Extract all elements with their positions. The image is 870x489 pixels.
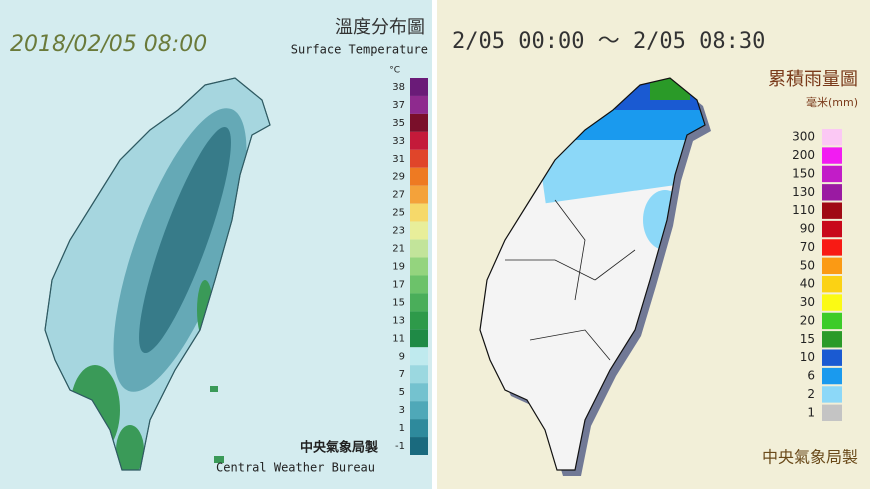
legend-swatch [822,202,842,219]
right-title: 累積雨量圖 [768,69,858,90]
legend-label: 1 [399,423,405,434]
right-datetime: 2/05 00:00 ～ 2/05 08:30 [452,29,765,54]
legend-label: 13 [392,315,405,326]
legend-swatch [410,347,428,366]
left-datetime: 2018/02/05 08:00 [10,32,207,57]
legend-swatch [822,294,842,311]
legend-swatch [822,129,842,146]
legend-label: 90 [800,222,815,236]
legend-swatch [822,367,842,385]
legend-label: 20 [800,313,815,327]
legend-swatch [822,312,842,330]
legend-swatch [410,311,428,330]
legend-label: 21 [392,244,405,255]
right-footer-zh: 中央氣象局製 [762,448,858,467]
legend-label: 5 [399,387,405,398]
legend-swatch [822,184,842,201]
legend-label: 2 [807,387,815,401]
legend-swatch [822,404,842,421]
legend-swatch [410,365,428,384]
legend-label: 31 [392,154,405,165]
legend-swatch [822,386,842,403]
legend-swatch [822,257,842,274]
legend-swatch [822,349,842,366]
legend-label: 200 [792,148,815,162]
legend-swatch [410,275,428,294]
legend-swatch [822,147,842,164]
legend-label: 9 [399,351,405,362]
legend-swatch [410,167,428,186]
legend-swatch [410,401,428,420]
legend-swatch [822,239,842,256]
legend-label: 150 [792,166,815,180]
right-unit: 毫米(mm) [806,95,858,109]
legend-label: 7 [399,369,405,380]
legend-label: 19 [392,262,405,273]
legend-label: 27 [392,190,405,201]
legend-label: -1 [395,441,405,452]
legend-label: 35 [392,118,405,129]
legend-label: 40 [800,277,815,291]
legend-label: 29 [392,172,405,183]
legend-swatch [410,257,428,276]
legend-label: 110 [792,203,815,217]
legend-swatch [822,276,842,293]
legend-label: 1 [807,405,815,419]
legend-label: 25 [392,208,405,219]
legend-label: 15 [800,332,815,346]
legend-swatch [410,383,428,402]
legend-swatch [410,419,428,438]
legend-swatch [822,165,842,183]
legend-swatch [410,221,428,240]
legend-swatch [410,95,428,114]
left-unit: °C [389,66,400,76]
left-footer-zh: 中央氣象局製 [300,440,378,456]
legend-swatch [822,220,842,238]
legend-swatch [822,331,842,348]
legend-swatch [410,203,428,222]
legend-label: 38 [392,82,405,93]
legend-label: 17 [392,279,405,290]
left-subtitle: Surface Temperature [291,43,428,57]
legend-label: 300 [792,130,815,144]
legend-label: 23 [392,226,405,237]
left-title: 溫度分布圖 [335,17,425,38]
legend-label: 3 [399,405,405,416]
legend-label: 10 [800,350,815,364]
left-footer-en: Central Weather Bureau [216,461,375,475]
legend-label: 50 [800,258,815,272]
legend-swatch [410,329,428,348]
legend-swatch [410,239,428,258]
legend-label: 130 [792,185,815,199]
legend-swatch [410,78,428,96]
legend-label: 6 [807,369,815,383]
right-legend: 300 200 150 130 110 90 70 50 40 30 20 15 10 6 2 1 [792,129,842,421]
legend-label: 30 [800,295,815,309]
legend-swatch [410,185,428,204]
legend-label: 70 [800,240,815,254]
legend-swatch [410,113,428,132]
legend-swatch [410,149,428,168]
legend-swatch [410,293,428,312]
legend-swatch [410,437,428,455]
legend-label: 15 [392,297,405,308]
legend-swatch [410,131,428,150]
legend-label: 33 [392,136,405,147]
legend-label: 11 [392,333,405,344]
legend-label: 37 [392,100,405,111]
